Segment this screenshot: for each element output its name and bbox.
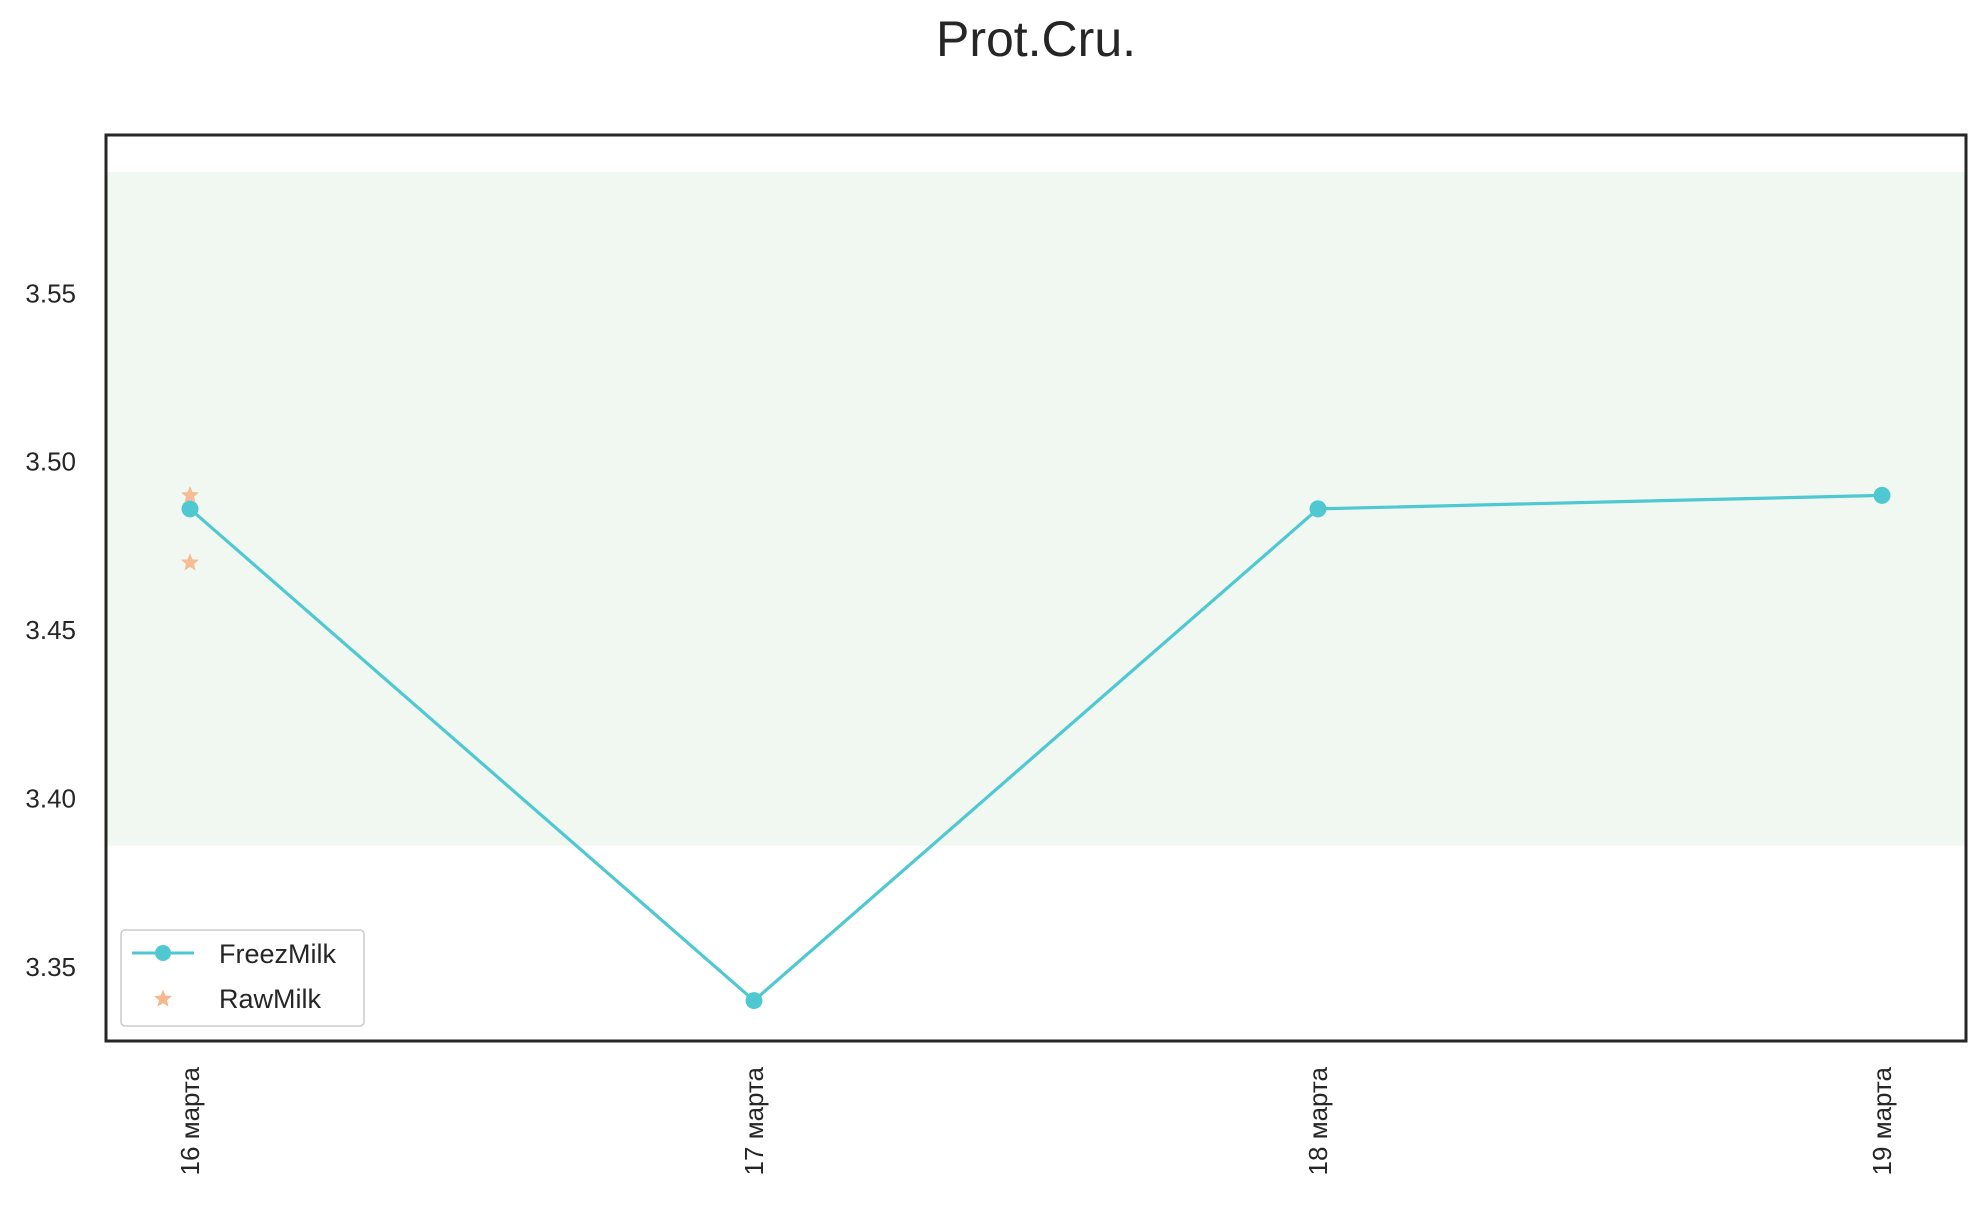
reference-band-layer (107, 172, 1965, 846)
x-axis-ticks: 16 марта 17 марта 18 марта 19 марта (175, 1066, 1897, 1175)
legend-label-freezmilk: FreezMilk (219, 939, 337, 969)
data-point-freezmilk-3 (1873, 486, 1891, 504)
y-axis-ticks: 3.35 3.40 3.45 3.50 3.55 (25, 278, 76, 982)
reference-band (107, 172, 1965, 846)
legend-freezmilk-marker (155, 945, 171, 961)
data-point-rawmilk-1 (180, 553, 200, 571)
data-point-freezmilk-2 (1309, 500, 1327, 518)
series-line-freezmilk (188, 493, 1883, 1003)
series-layer (180, 485, 1891, 1010)
data-point-freezmilk-1 (745, 992, 763, 1010)
chart-title: Prot.Cru. (936, 11, 1136, 67)
y-tick-label: 3.55 (25, 278, 76, 308)
x-tick-label: 19 марта (1867, 1066, 1897, 1175)
y-tick-label: 3.35 (25, 952, 76, 982)
legend-label-rawmilk: RawMilk (219, 984, 322, 1014)
y-tick-label: 3.40 (25, 784, 76, 814)
legend: FreezMilk RawMilk (120, 929, 365, 1027)
data-point-rawmilk-0 (180, 485, 200, 504)
legend-rawmilk-star-icon (153, 989, 173, 1007)
plot-frame (104, 133, 1968, 1043)
x-tick-label: 17 марта (739, 1066, 769, 1175)
y-tick-label: 3.50 (25, 447, 76, 477)
y-tick-label: 3.45 (25, 615, 76, 645)
data-point-freezmilk-0 (181, 500, 199, 518)
x-tick-label: 16 марта (175, 1066, 205, 1175)
x-tick-label: 18 марта (1303, 1066, 1333, 1175)
